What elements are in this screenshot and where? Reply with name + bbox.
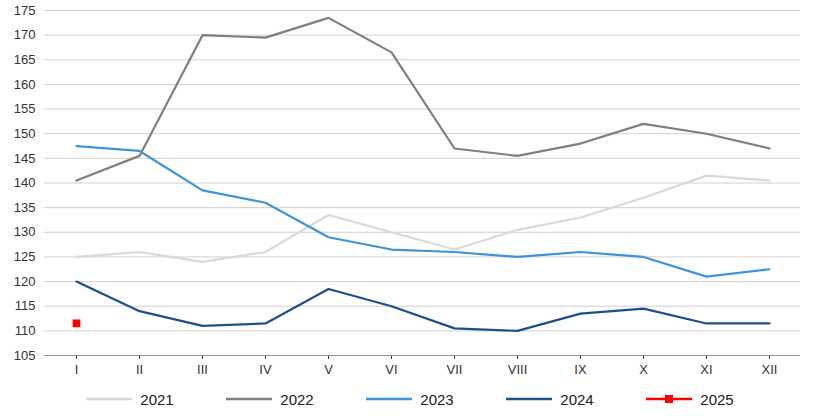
html-text:2025: 2025	[700, 390, 734, 408]
svg-text:135: 135	[14, 200, 36, 215]
svg-text:II: II	[136, 362, 143, 377]
svg-text:105: 105	[14, 348, 36, 363]
svg-text:175: 175	[14, 3, 36, 18]
svg-text:XII: XII	[762, 362, 778, 377]
svg-text:V: V	[324, 362, 333, 377]
svg-text:110: 110	[15, 323, 36, 338]
svg-text:VI: VI	[385, 362, 397, 377]
svg-text:155: 155	[14, 101, 36, 116]
svg-text:150: 150	[14, 126, 36, 141]
svg-text:125: 125	[14, 249, 36, 264]
svg-text:165: 165	[14, 52, 36, 67]
svg-text:145: 145	[14, 151, 36, 166]
svg-text:VII: VII	[447, 362, 463, 377]
html-text:2022: 2022	[280, 390, 314, 408]
html-text:2024: 2024	[560, 390, 594, 408]
html-text:2023: 2023	[420, 390, 454, 408]
svg-text:XI: XI	[700, 362, 712, 377]
html-text:2021: 2021	[140, 390, 174, 408]
svg-text:130: 130	[14, 224, 36, 239]
svg-text:170: 170	[14, 27, 36, 42]
svg-text:IX: IX	[574, 362, 587, 377]
svg-text:115: 115	[15, 298, 36, 313]
svg-text:160: 160	[14, 77, 36, 92]
svg-text:120: 120	[14, 274, 36, 289]
svg-text:X: X	[639, 362, 648, 377]
svg-text:I: I	[75, 362, 79, 377]
svg-text:140: 140	[14, 175, 36, 190]
svg-text:III: III	[197, 362, 208, 377]
svg-text:IV: IV	[259, 362, 272, 377]
svg-text:VIII: VIII	[508, 362, 528, 377]
